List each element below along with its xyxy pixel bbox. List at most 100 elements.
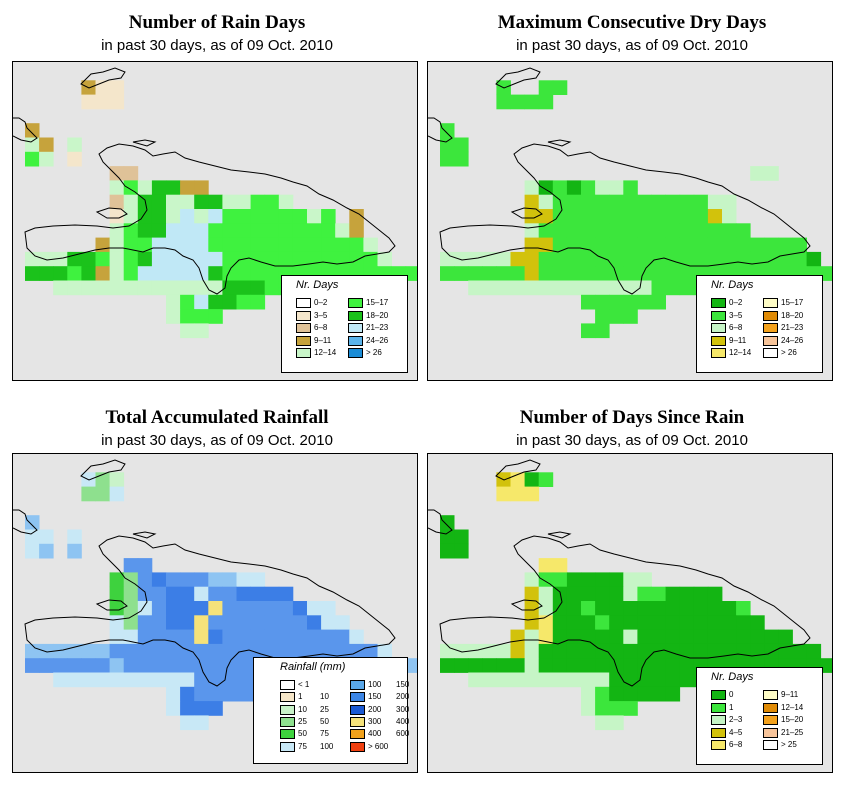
- grid-cell: [222, 209, 237, 224]
- grid-cell: [307, 629, 322, 645]
- grid-cell: [440, 529, 455, 545]
- grid-cell: [250, 629, 266, 645]
- grid-cell: [278, 643, 294, 659]
- grid-cell: [292, 209, 308, 224]
- grid-cell: [180, 209, 195, 224]
- grid-cell: [236, 586, 251, 602]
- grid-cell: [307, 615, 322, 630]
- grid-cell: [595, 309, 610, 324]
- legend-label: 3–5: [314, 310, 328, 320]
- grid-cell: [166, 223, 181, 238]
- legend-swatch: [350, 729, 365, 740]
- grid-cell: [595, 572, 610, 588]
- grid-cell: [722, 194, 737, 210]
- grid-cell: [538, 209, 554, 224]
- legend-swatch: [763, 323, 778, 334]
- grid-cell: [180, 701, 195, 716]
- grid-cell: [623, 601, 638, 616]
- legend-title: Nr. Days: [296, 279, 339, 291]
- grid-cell: [651, 601, 666, 616]
- grid-cell: [53, 658, 68, 673]
- grid-cell: [736, 615, 751, 630]
- grid-cell: [552, 280, 568, 296]
- grid-cell: [166, 251, 181, 267]
- grid-cell: [524, 280, 540, 296]
- grid-cell: [264, 237, 280, 253]
- grid-cell: [581, 601, 596, 616]
- grid-cell: [566, 615, 582, 630]
- grid-cell: [651, 194, 666, 210]
- legend-label: 9–11: [729, 335, 747, 345]
- grid-cell: [566, 194, 582, 210]
- grid-cell: [109, 486, 125, 502]
- grid-cell: [109, 251, 125, 267]
- grid-cell: [53, 280, 68, 296]
- grid-cell: [679, 586, 695, 602]
- grid-cell: [180, 658, 195, 673]
- grid-cell: [264, 629, 280, 645]
- grid-cell: [222, 572, 237, 588]
- grid-cell: [377, 251, 392, 267]
- grid-cell: [123, 166, 139, 181]
- grid-cell: [510, 658, 525, 673]
- grid-cell: [236, 280, 251, 296]
- grid-cell: [180, 309, 195, 324]
- grid-cell: [454, 251, 469, 267]
- coastline-island: [80, 459, 126, 481]
- grid-cell: [194, 294, 209, 310]
- grid-cell: [166, 658, 181, 673]
- grid-cell: [151, 266, 167, 281]
- grid-cell: [109, 80, 125, 95]
- grid-cell: [595, 251, 610, 267]
- grid-cell: [25, 123, 40, 138]
- grid-cell: [222, 294, 237, 310]
- legend-label: 150: [368, 692, 382, 702]
- grid-cell: [25, 137, 40, 153]
- grid-cell: [307, 237, 322, 253]
- grid-cell: [123, 223, 139, 238]
- grid-cell: [321, 629, 336, 645]
- grid-cell: [496, 94, 511, 110]
- grid-cell: [454, 543, 469, 559]
- legend-swatch: [711, 335, 726, 346]
- legend-label: 12–14: [314, 348, 337, 358]
- grid-cell: [123, 672, 139, 688]
- grid-cell: [278, 209, 294, 224]
- grid-cell: [137, 280, 153, 296]
- grid-cell: [440, 137, 455, 153]
- grid-cell: [750, 629, 765, 645]
- grid-cell: [180, 294, 195, 310]
- grid-cell: [496, 658, 511, 673]
- grid-cell: [137, 672, 153, 688]
- legend-label-upper: 300: [396, 704, 410, 714]
- grid-cell: [321, 251, 336, 267]
- legend-label: 9–11: [781, 690, 799, 699]
- grid-cell: [349, 223, 364, 238]
- legend-label: 75: [298, 741, 307, 751]
- grid-cell: [623, 643, 638, 659]
- grid-cell: [137, 266, 153, 281]
- grid-cell: [222, 237, 237, 253]
- grid-cell: [222, 223, 237, 238]
- grid-cell: [524, 223, 540, 238]
- grid-cell: [609, 643, 624, 659]
- grid-cell: [292, 223, 308, 238]
- coastline-island: [95, 207, 128, 219]
- grid-cell: [454, 529, 469, 545]
- legend-label: 400: [368, 729, 382, 739]
- grid-cell: [222, 251, 237, 267]
- grid-cell: [166, 615, 181, 630]
- grid-cell: [321, 615, 336, 630]
- grid-cell: [679, 280, 695, 296]
- grid-cell: [180, 266, 195, 281]
- legend-label: 100: [368, 680, 382, 689]
- legend-label: 18–20: [781, 310, 804, 320]
- grid-cell: [405, 658, 417, 673]
- legend-label: 21–25: [781, 727, 804, 737]
- panel-subtitle: in past 30 days, as of 09 Oct. 2010: [101, 37, 333, 54]
- grid-cell: [278, 615, 294, 630]
- grid-cell: [707, 251, 723, 267]
- legend-label: 4–5: [729, 727, 743, 737]
- grid-cell: [236, 615, 251, 630]
- grid-cell: [321, 601, 336, 616]
